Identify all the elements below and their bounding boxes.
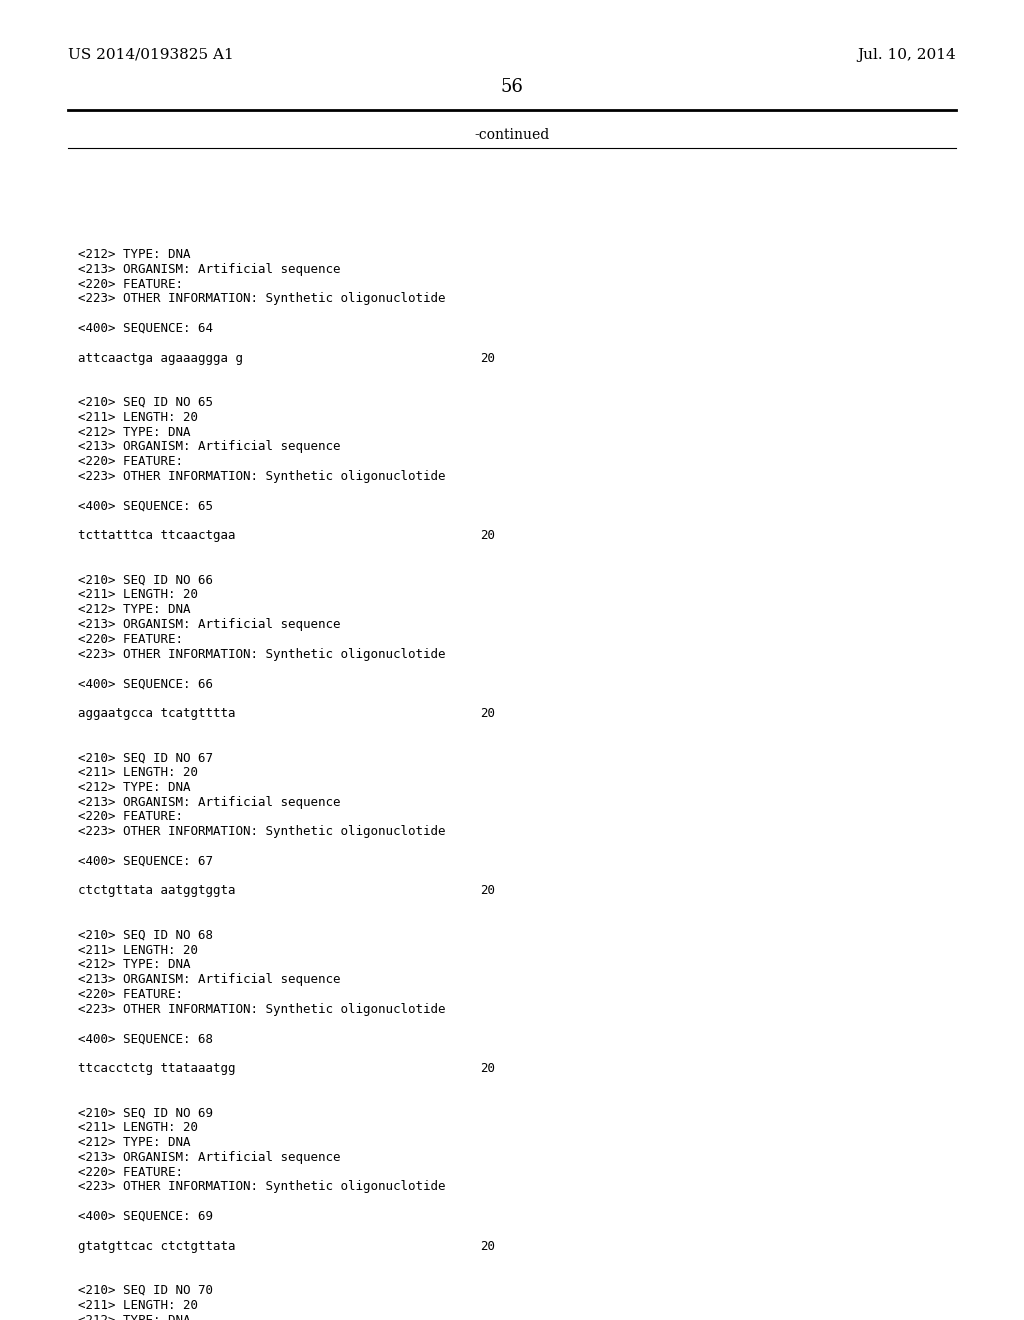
Text: <213> ORGANISM: Artificial sequence: <213> ORGANISM: Artificial sequence [78, 1151, 341, 1164]
Text: <213> ORGANISM: Artificial sequence: <213> ORGANISM: Artificial sequence [78, 263, 341, 276]
Text: <400> SEQUENCE: 67: <400> SEQUENCE: 67 [78, 855, 213, 867]
Text: 20: 20 [480, 529, 495, 543]
Text: <211> LENGTH: 20: <211> LENGTH: 20 [78, 411, 198, 424]
Text: <210> SEQ ID NO 68: <210> SEQ ID NO 68 [78, 929, 213, 941]
Text: <212> TYPE: DNA: <212> TYPE: DNA [78, 781, 190, 793]
Text: <400> SEQUENCE: 66: <400> SEQUENCE: 66 [78, 677, 213, 690]
Text: <212> TYPE: DNA: <212> TYPE: DNA [78, 425, 190, 438]
Text: tcttatttca ttcaactgaa: tcttatttca ttcaactgaa [78, 529, 236, 543]
Text: Jul. 10, 2014: Jul. 10, 2014 [857, 48, 956, 62]
Text: <220> FEATURE:: <220> FEATURE: [78, 987, 183, 1001]
Text: <223> OTHER INFORMATION: Synthetic oligonuclotide: <223> OTHER INFORMATION: Synthetic oligo… [78, 1003, 445, 1016]
Text: <223> OTHER INFORMATION: Synthetic oligonuclotide: <223> OTHER INFORMATION: Synthetic oligo… [78, 293, 445, 305]
Text: <220> FEATURE:: <220> FEATURE: [78, 810, 183, 824]
Text: <211> LENGTH: 20: <211> LENGTH: 20 [78, 766, 198, 779]
Text: US 2014/0193825 A1: US 2014/0193825 A1 [68, 48, 233, 62]
Text: 20: 20 [480, 706, 495, 719]
Text: <212> TYPE: DNA: <212> TYPE: DNA [78, 603, 190, 616]
Text: ttcacctctg ttataaatgg: ttcacctctg ttataaatgg [78, 1063, 236, 1074]
Text: <213> ORGANISM: Artificial sequence: <213> ORGANISM: Artificial sequence [78, 973, 341, 986]
Text: <212> TYPE: DNA: <212> TYPE: DNA [78, 958, 190, 972]
Text: <213> ORGANISM: Artificial sequence: <213> ORGANISM: Artificial sequence [78, 441, 341, 453]
Text: gtatgttcac ctctgttata: gtatgttcac ctctgttata [78, 1239, 236, 1253]
Text: 20: 20 [480, 1063, 495, 1074]
Text: ctctgttata aatggtggta: ctctgttata aatggtggta [78, 884, 236, 898]
Text: <211> LENGTH: 20: <211> LENGTH: 20 [78, 944, 198, 957]
Text: attcaactga agaaaggga g: attcaactga agaaaggga g [78, 351, 243, 364]
Text: -continued: -continued [474, 128, 550, 143]
Text: <212> TYPE: DNA: <212> TYPE: DNA [78, 248, 190, 261]
Text: <400> SEQUENCE: 65: <400> SEQUENCE: 65 [78, 499, 213, 512]
Text: 56: 56 [501, 78, 523, 96]
Text: <400> SEQUENCE: 68: <400> SEQUENCE: 68 [78, 1032, 213, 1045]
Text: <223> OTHER INFORMATION: Synthetic oligonuclotide: <223> OTHER INFORMATION: Synthetic oligo… [78, 648, 445, 660]
Text: <212> TYPE: DNA: <212> TYPE: DNA [78, 1313, 190, 1320]
Text: <212> TYPE: DNA: <212> TYPE: DNA [78, 1137, 190, 1148]
Text: <223> OTHER INFORMATION: Synthetic oligonuclotide: <223> OTHER INFORMATION: Synthetic oligo… [78, 470, 445, 483]
Text: <211> LENGTH: 20: <211> LENGTH: 20 [78, 1299, 198, 1312]
Text: <211> LENGTH: 20: <211> LENGTH: 20 [78, 1121, 198, 1134]
Text: <213> ORGANISM: Artificial sequence: <213> ORGANISM: Artificial sequence [78, 618, 341, 631]
Text: <210> SEQ ID NO 66: <210> SEQ ID NO 66 [78, 574, 213, 586]
Text: <220> FEATURE:: <220> FEATURE: [78, 455, 183, 469]
Text: <220> FEATURE:: <220> FEATURE: [78, 1166, 183, 1179]
Text: 20: 20 [480, 884, 495, 898]
Text: <223> OTHER INFORMATION: Synthetic oligonuclotide: <223> OTHER INFORMATION: Synthetic oligo… [78, 825, 445, 838]
Text: <210> SEQ ID NO 70: <210> SEQ ID NO 70 [78, 1284, 213, 1298]
Text: <210> SEQ ID NO 65: <210> SEQ ID NO 65 [78, 396, 213, 409]
Text: <223> OTHER INFORMATION: Synthetic oligonuclotide: <223> OTHER INFORMATION: Synthetic oligo… [78, 1180, 445, 1193]
Text: <400> SEQUENCE: 69: <400> SEQUENCE: 69 [78, 1210, 213, 1224]
Text: <211> LENGTH: 20: <211> LENGTH: 20 [78, 589, 198, 602]
Text: <213> ORGANISM: Artificial sequence: <213> ORGANISM: Artificial sequence [78, 796, 341, 809]
Text: aggaatgcca tcatgtttta: aggaatgcca tcatgtttta [78, 706, 236, 719]
Text: 20: 20 [480, 1239, 495, 1253]
Text: <400> SEQUENCE: 64: <400> SEQUENCE: 64 [78, 322, 213, 335]
Text: <220> FEATURE:: <220> FEATURE: [78, 632, 183, 645]
Text: <210> SEQ ID NO 69: <210> SEQ ID NO 69 [78, 1106, 213, 1119]
Text: <220> FEATURE:: <220> FEATURE: [78, 277, 183, 290]
Text: 20: 20 [480, 351, 495, 364]
Text: <210> SEQ ID NO 67: <210> SEQ ID NO 67 [78, 751, 213, 764]
